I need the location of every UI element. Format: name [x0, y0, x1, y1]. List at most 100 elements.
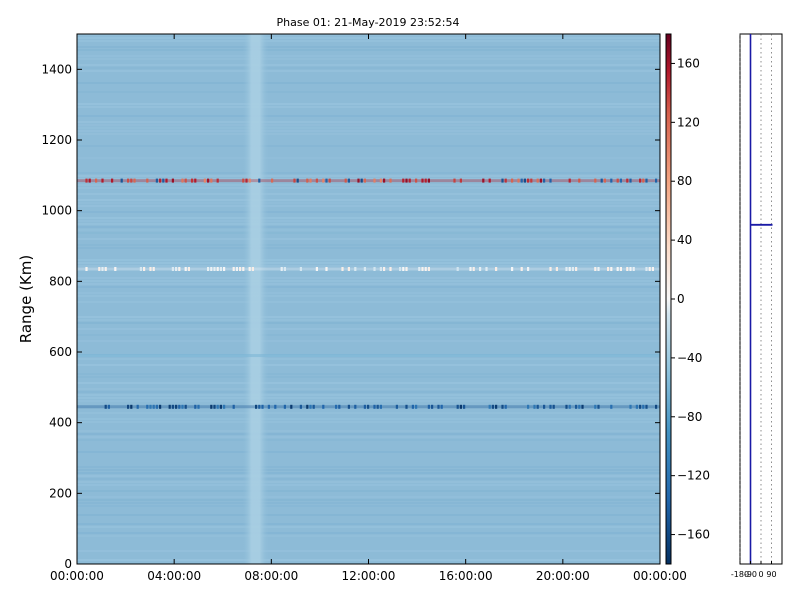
range-line-pixel [549, 267, 552, 271]
range-stripe [77, 436, 660, 438]
range-line-pixel [130, 404, 133, 409]
range-stripe [77, 505, 660, 507]
colorbar-tick-label: 120 [677, 115, 700, 129]
range-line-pixel [415, 178, 418, 183]
range-stripe [77, 421, 660, 423]
range-line-pixel [143, 267, 146, 271]
range-line-pixel [248, 267, 251, 271]
range-line-pixel [175, 267, 178, 271]
range-line-pixel [207, 178, 210, 183]
range-line-pixel [642, 178, 645, 183]
range-line-pixel [456, 404, 459, 409]
range-line-pixel [552, 404, 555, 409]
range-stripe [77, 124, 660, 126]
range-stripe [77, 391, 660, 393]
range-line-pixel [594, 267, 597, 271]
range-line-pixel [575, 267, 578, 271]
range-stripe [77, 382, 660, 384]
range-line-pixel [165, 178, 168, 183]
range-line-pixel [495, 267, 498, 271]
range-stripe [77, 121, 660, 123]
range-line-pixel [549, 404, 552, 409]
range-line-pixel [197, 404, 200, 409]
range-line-pixel [383, 178, 386, 183]
range-stripe [77, 292, 660, 294]
range-line-pixel [136, 404, 139, 409]
range-stripe [77, 526, 660, 528]
range-line-pixel [485, 267, 488, 271]
range-line-pixel [171, 404, 174, 409]
range-line-pixel [431, 404, 434, 409]
y-axis: 0 200 400 600 800 1000 1200 1400 [41, 62, 660, 571]
range-line-pixel [325, 178, 328, 183]
range-line-pixel [469, 267, 472, 271]
range-stripe [77, 496, 660, 498]
range-line-pixel [242, 267, 245, 271]
range-line-pixel [517, 178, 520, 183]
range-line-pixel [651, 267, 654, 271]
range-line-pixel [543, 178, 546, 183]
range-line-pixel [280, 267, 283, 271]
colorbar-tick-label: 0 [677, 292, 685, 306]
range-line-pixel [639, 404, 642, 409]
range-stripe [77, 184, 660, 186]
range-stripe [77, 247, 660, 249]
range-line-pixel [495, 404, 498, 409]
x-tick-label: 12:00:00 [342, 569, 396, 583]
range-stripe [77, 469, 660, 471]
range-line-pixel [463, 404, 466, 409]
range-line-pixel [357, 178, 360, 183]
y-tick-label: 1400 [41, 62, 72, 76]
range-line-pixel [299, 404, 302, 409]
range-stripe [77, 358, 660, 360]
range-stripe [77, 451, 660, 453]
range-stripe [77, 532, 660, 534]
range-line-pixel [501, 178, 504, 183]
range-stripe [77, 211, 660, 213]
range-line-pixel [367, 404, 370, 409]
range-line-pixel [427, 267, 430, 271]
range-line-pixel [168, 404, 171, 409]
range-stripe [77, 259, 660, 261]
range-line-pixel [379, 404, 382, 409]
range-line-pixel [543, 404, 546, 409]
range-line-pixel [341, 267, 344, 271]
range-line-pixel [171, 178, 174, 183]
range-line-pixel [210, 267, 213, 271]
range-stripe [77, 175, 660, 177]
range-stripe [77, 472, 660, 474]
colorbar-tick-label: −160 [677, 528, 710, 542]
range-line-pixel [258, 178, 261, 183]
range-stripe [77, 226, 660, 228]
range-line-pixel [178, 267, 181, 271]
range-line-pixel [127, 178, 130, 183]
range-line-pixel [85, 267, 88, 271]
range-line-pixel [219, 267, 222, 271]
range-line-pixel [459, 178, 462, 183]
range-line-pixel [219, 404, 222, 409]
range-stripe [77, 490, 660, 492]
range-stripe [77, 502, 660, 504]
range-line-pixel [306, 178, 309, 183]
range-line-pixel [98, 267, 101, 271]
range-line-pixel [619, 178, 622, 183]
range-stripe [77, 397, 660, 399]
range-stripe [77, 238, 660, 240]
range-line-pixel [453, 178, 456, 183]
range-lines [77, 178, 660, 409]
range-line-pixel [88, 178, 91, 183]
range-stripe [77, 244, 660, 246]
y-tick-label: 1000 [41, 204, 72, 218]
range-line-pixel [344, 178, 347, 183]
range-line-pixel [389, 267, 392, 271]
range-line-pixel [568, 267, 571, 271]
range-stripe [77, 418, 660, 420]
range-line-pixel [645, 404, 648, 409]
range-line-pixel [402, 178, 405, 183]
x-tick-label: 00:00:00 [633, 569, 687, 583]
range-stripe [77, 91, 660, 93]
range-line-pixel [405, 267, 408, 271]
range-stripe [77, 145, 660, 147]
range-line-pixel [207, 267, 210, 271]
side-profile-panel: -180-90 0 90 [731, 33, 783, 579]
